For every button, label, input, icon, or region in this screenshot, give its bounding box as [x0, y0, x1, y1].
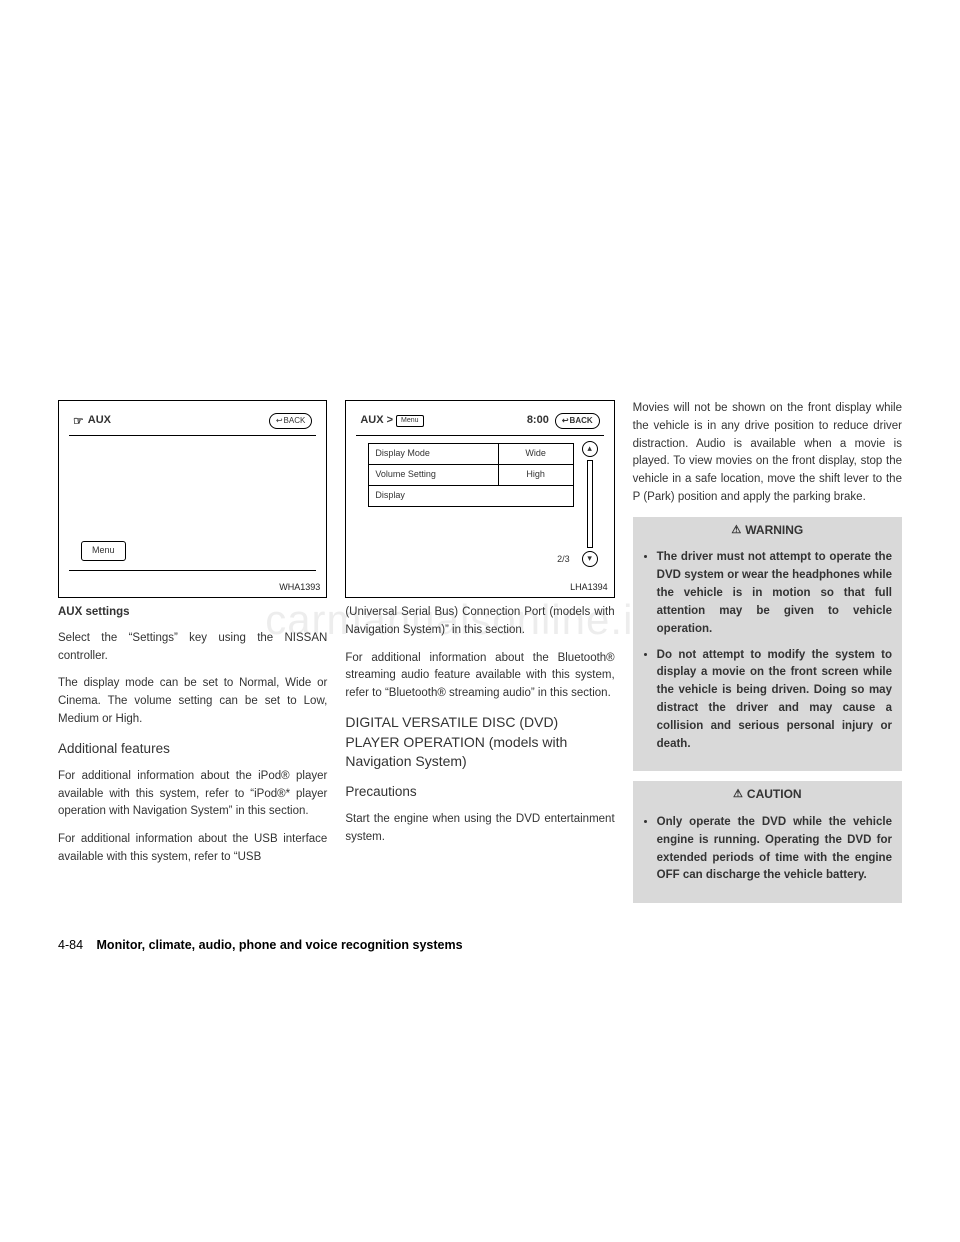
column-3: Movies will not be shown on the front di…	[633, 400, 902, 903]
page-footer: 4-84 Monitor, climate, audio, phone and …	[58, 938, 463, 952]
caution-header: ⚠ CAUTION	[633, 781, 902, 808]
back-arrow-icon: ↩	[276, 415, 283, 427]
figure-aux-menu: AUX > Menu 8:00 ↩ BACK Display Mode	[345, 400, 614, 598]
warning-body: The driver must not attempt to operate t…	[633, 543, 902, 771]
paragraph: For additional information about the USB…	[58, 831, 327, 867]
row-value: High	[499, 465, 573, 485]
row-label: Display	[369, 486, 572, 506]
warning-item: The driver must not attempt to operate t…	[657, 549, 892, 638]
section-title: Monitor, climate, audio, phone and voice…	[97, 938, 463, 952]
back-button: ↩ BACK	[269, 413, 313, 429]
warning-item: Do not attempt to modify the system to d…	[657, 647, 892, 754]
paragraph: For additional information about the Blu…	[345, 650, 614, 703]
fig2-right: 8:00 ↩ BACK	[527, 412, 600, 429]
heading-additional-features: Additional features	[58, 739, 327, 760]
column-1: ☞ AUX ↩ BACK Menu WHA1393 AUX settings S…	[58, 400, 327, 903]
paragraph: Movies will not be shown on the front di…	[633, 400, 902, 507]
paragraph: Start the engine when using the DVD ente…	[345, 811, 614, 847]
paragraph: For additional information about the iPo…	[58, 768, 327, 821]
caution-body: Only operate the DVD while the vehicle e…	[633, 808, 902, 903]
row-label: Display Mode	[369, 444, 498, 464]
fig1-title: ☞ AUX	[73, 412, 111, 431]
scroll-arrows: ▴ ▾	[582, 441, 598, 567]
fig2-title: AUX > Menu	[360, 412, 423, 429]
fig2-caption: LHA1394	[570, 581, 608, 595]
hand-icon: ☞	[73, 412, 84, 431]
row-value: Wide	[499, 444, 573, 464]
aux-breadcrumb: AUX >	[360, 412, 393, 429]
settings-row: Display	[369, 486, 572, 506]
heading-precautions: Precautions	[345, 782, 614, 803]
warning-header: ⚠ WARNING	[633, 517, 902, 544]
caution-item: Only operate the DVD while the vehicle e…	[657, 814, 892, 885]
menu-button: Menu	[81, 541, 126, 561]
back-button: ↩ BACK	[555, 413, 600, 429]
back-label: BACK	[284, 415, 306, 427]
fig1-caption: WHA1393	[279, 581, 320, 595]
column-2: AUX > Menu 8:00 ↩ BACK Display Mode	[345, 400, 614, 903]
fig1-header: ☞ AUX ↩ BACK	[69, 411, 316, 436]
settings-row: Display Mode Wide	[369, 444, 572, 465]
paragraph: The display mode can be set to Normal, W…	[58, 675, 327, 728]
fig2-header: AUX > Menu 8:00 ↩ BACK	[356, 411, 603, 436]
scroll-track	[587, 460, 593, 548]
settings-row: Volume Setting High	[369, 465, 572, 486]
content-columns: ☞ AUX ↩ BACK Menu WHA1393 AUX settings S…	[58, 400, 902, 903]
figure-aux-settings: ☞ AUX ↩ BACK Menu WHA1393	[58, 400, 327, 598]
row-label: Volume Setting	[369, 465, 498, 485]
page-indicator: 2/3	[557, 553, 570, 567]
settings-panel: Display Mode Wide Volume Setting High Di…	[368, 443, 573, 507]
fig1-divider	[69, 570, 316, 571]
heading-aux-settings: AUX settings	[58, 604, 327, 622]
back-arrow-icon: ↩	[562, 415, 569, 427]
up-arrow-icon: ▴	[582, 441, 598, 457]
warning-icon: ⚠	[733, 786, 743, 803]
heading-dvd-operation: DIGITAL VERSATILE DISC (DVD) PLAYER OPER…	[345, 713, 614, 772]
paragraph: (Universal Serial Bus) Connection Port (…	[345, 604, 614, 640]
down-arrow-icon: ▾	[582, 551, 598, 567]
menu-tag: Menu	[396, 415, 424, 428]
aux-label: AUX	[88, 412, 111, 429]
warning-title: WARNING	[745, 521, 803, 540]
caution-title: CAUTION	[747, 785, 802, 804]
clock: 8:00	[527, 412, 549, 429]
paragraph: Select the “Settings” key using the NISS…	[58, 630, 327, 666]
manual-page: carmanualsonline.info ☞ AUX ↩ BACK Menu …	[0, 0, 960, 1242]
page-number: 4-84	[58, 938, 83, 952]
back-label: BACK	[570, 415, 593, 427]
warning-icon: ⚠	[731, 522, 741, 539]
